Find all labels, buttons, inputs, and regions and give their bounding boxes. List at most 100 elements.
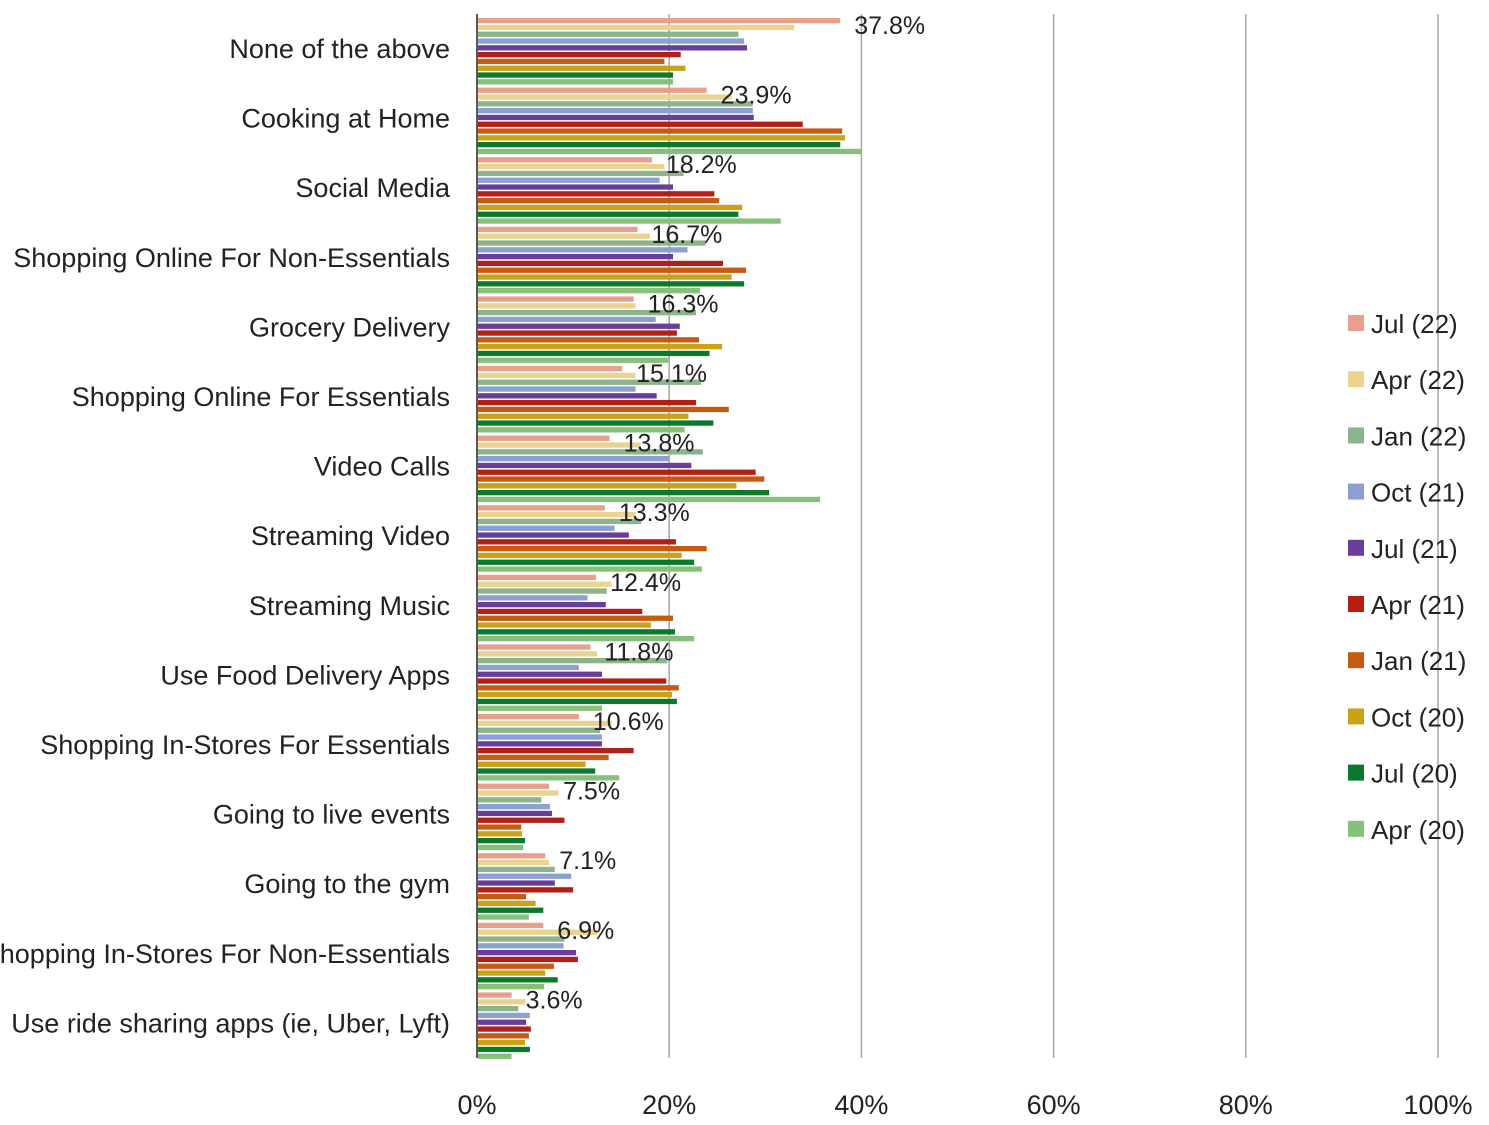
bar	[478, 698, 677, 705]
legend-label: Jan (21)	[1371, 646, 1466, 676]
bar	[478, 505, 605, 511]
x-tick-label: 60%	[1027, 1090, 1081, 1120]
bar	[478, 644, 591, 650]
bar	[478, 260, 724, 267]
bar	[478, 956, 578, 963]
data-label: 11.8%	[604, 638, 673, 666]
bar	[478, 984, 545, 990]
bar	[478, 386, 636, 392]
data-label: 16.7%	[651, 221, 722, 249]
legend-swatch	[1348, 708, 1364, 725]
category-label: Shopping Online For Essentials	[72, 382, 450, 412]
bar	[478, 1033, 529, 1039]
bar	[478, 943, 564, 949]
bar	[478, 671, 602, 677]
bar	[478, 748, 634, 754]
bar	[478, 651, 598, 657]
bar	[478, 72, 674, 78]
x-tick-label: 0%	[457, 1090, 496, 1120]
bar	[478, 323, 680, 329]
bar	[478, 999, 526, 1005]
bar	[478, 45, 748, 51]
bar	[478, 817, 565, 823]
bar	[478, 727, 601, 733]
bar	[478, 198, 720, 204]
data-label: 16.3%	[648, 290, 719, 318]
bar	[478, 393, 657, 399]
bar	[478, 164, 665, 170]
bar	[478, 288, 700, 294]
bar	[478, 38, 745, 44]
data-label: 7.5%	[563, 778, 620, 806]
bar	[478, 1012, 530, 1019]
bar	[478, 658, 668, 664]
bar	[478, 539, 676, 545]
legend-swatch	[1348, 596, 1364, 612]
bar	[478, 566, 702, 572]
data-label: 15.1%	[636, 360, 707, 388]
bar	[478, 804, 551, 810]
bar	[478, 157, 652, 163]
bar	[478, 692, 673, 698]
legend-swatch	[1348, 427, 1364, 444]
bar	[478, 469, 756, 475]
bar	[478, 233, 650, 239]
bar	[478, 797, 542, 803]
bar	[478, 790, 559, 796]
bar	[478, 907, 544, 913]
category-label: Shopping In-Stores For Non-Essentials	[0, 939, 450, 969]
bar	[478, 211, 739, 217]
bar	[478, 873, 572, 879]
bar	[478, 379, 701, 385]
bar	[478, 240, 706, 246]
bar	[478, 281, 745, 287]
bar	[478, 970, 546, 976]
x-tick-label: 80%	[1219, 1090, 1273, 1120]
category-label: Going to the gym	[244, 869, 450, 899]
bar	[478, 316, 656, 323]
legend-swatch	[1348, 652, 1364, 669]
x-tick-label: 100%	[1403, 1090, 1472, 1120]
bar	[478, 94, 732, 100]
bar	[478, 734, 602, 740]
data-labels: 37.8% 23.9% 18.2% 16.7% 16.3% 15.1% 13.8% 13.3%…	[526, 12, 926, 1014]
bar	[478, 18, 841, 24]
bar	[478, 65, 686, 71]
data-label: 13.8%	[624, 430, 695, 458]
bar	[478, 629, 675, 635]
bar	[478, 121, 803, 127]
bar	[478, 31, 739, 37]
legend-label: Apr (22)	[1371, 365, 1465, 395]
bar	[478, 977, 558, 983]
bar	[478, 894, 527, 900]
bar	[478, 636, 695, 642]
bar	[478, 303, 636, 309]
legend-label: Apr (20)	[1371, 815, 1465, 845]
bar	[478, 357, 669, 363]
bar	[478, 58, 665, 65]
bar	[478, 754, 609, 761]
data-label: 23.9%	[721, 82, 792, 110]
bar	[478, 490, 770, 496]
bar	[478, 135, 846, 141]
bar	[478, 344, 723, 350]
bar	[478, 191, 715, 197]
bar	[478, 678, 667, 684]
bar	[478, 204, 743, 211]
bar	[478, 775, 620, 781]
bar	[478, 810, 552, 817]
bar	[478, 518, 642, 525]
bar	[478, 142, 841, 148]
bar	[478, 226, 638, 233]
bar	[478, 254, 674, 260]
category-label: Cooking at Home	[241, 104, 450, 134]
legend-label: Jan (22)	[1371, 421, 1466, 451]
bar	[478, 783, 550, 789]
bar	[478, 922, 544, 929]
bar	[478, 462, 692, 469]
bar	[478, 1040, 526, 1046]
bar	[478, 52, 681, 58]
bar	[478, 552, 682, 559]
category-label: Social Media	[295, 173, 451, 203]
bar	[478, 914, 529, 920]
